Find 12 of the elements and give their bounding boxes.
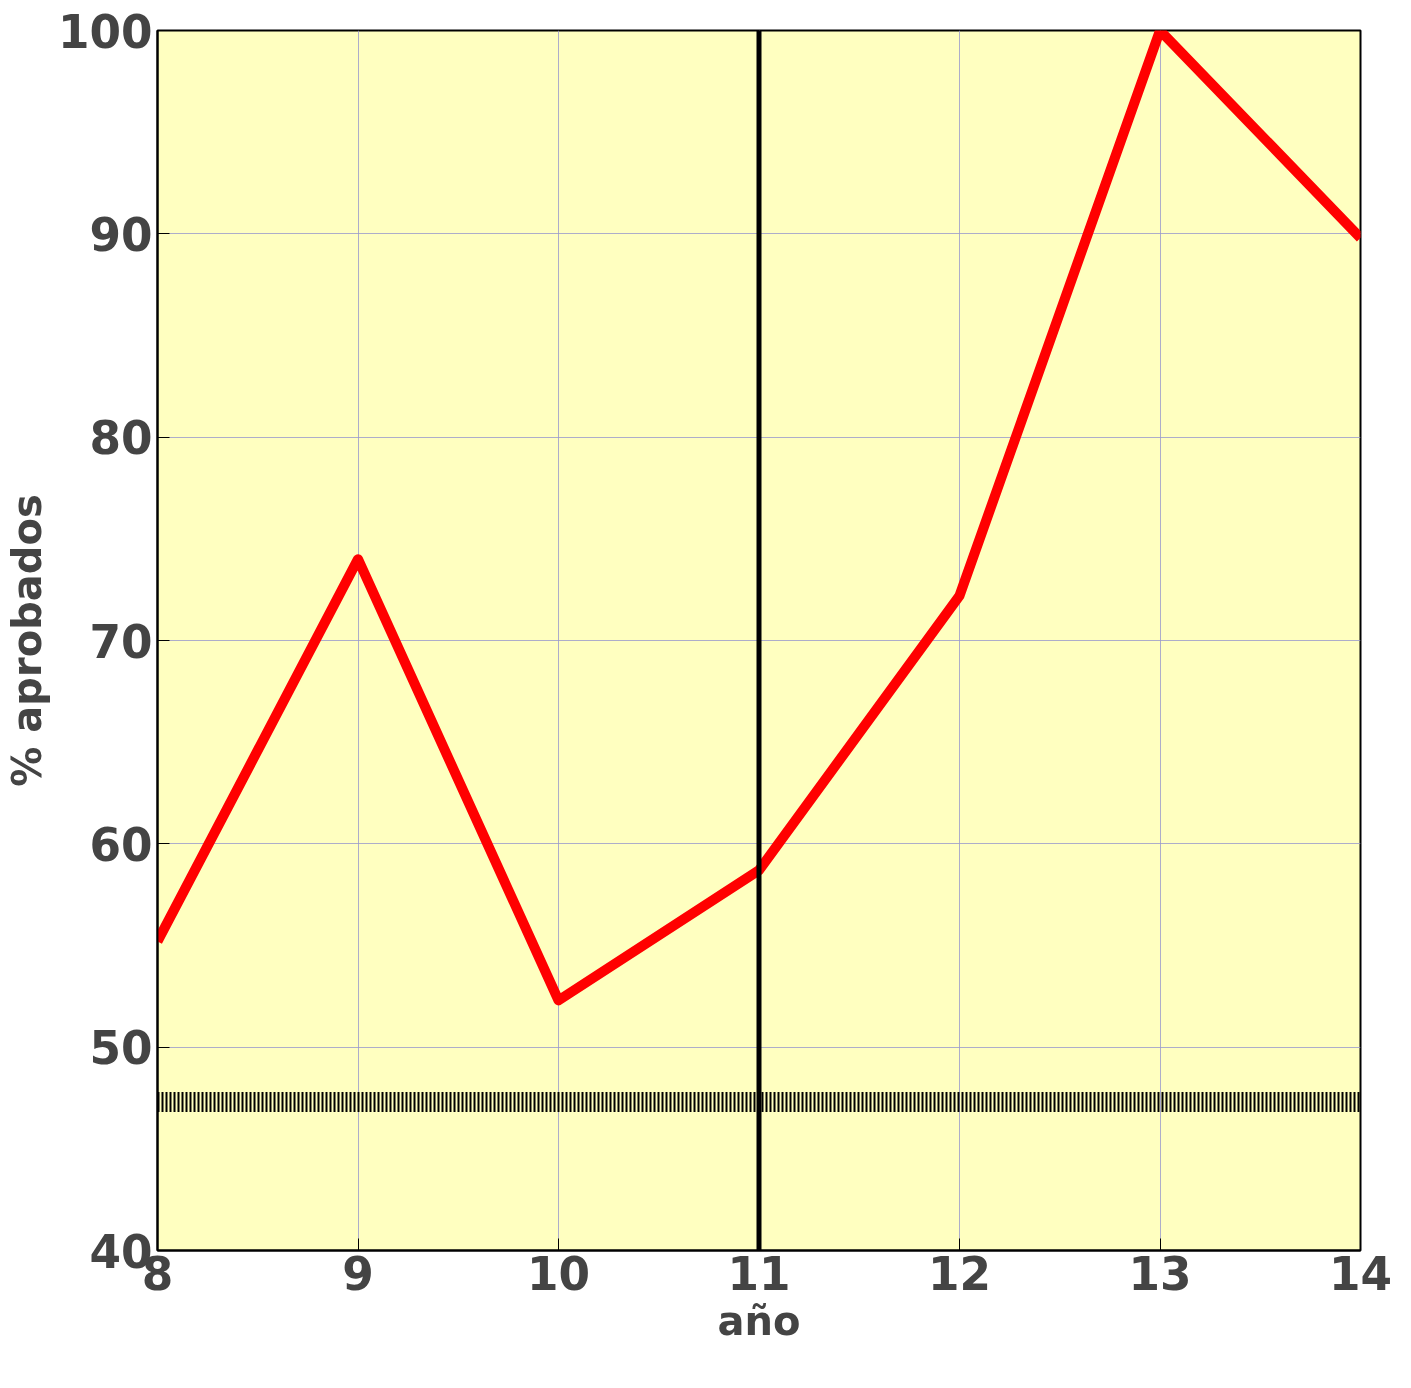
y-tick-label: 70 (89, 615, 153, 669)
x-tick-label: 12 (927, 1247, 992, 1301)
x-tick-label: 9 (342, 1247, 374, 1301)
x-tick-label: 10 (526, 1247, 591, 1301)
y-tick-label: 90 (89, 208, 153, 262)
x-tick-label: 14 (1328, 1247, 1393, 1301)
y-tick-label: 100 (57, 5, 153, 59)
y-tick-label: 60 (89, 818, 153, 872)
y-tick-label: 50 (89, 1022, 153, 1076)
y-axis-title: % aprobados (3, 494, 50, 787)
x-tick-label: 13 (1128, 1247, 1192, 1301)
y-tick-label: 80 (89, 412, 153, 466)
